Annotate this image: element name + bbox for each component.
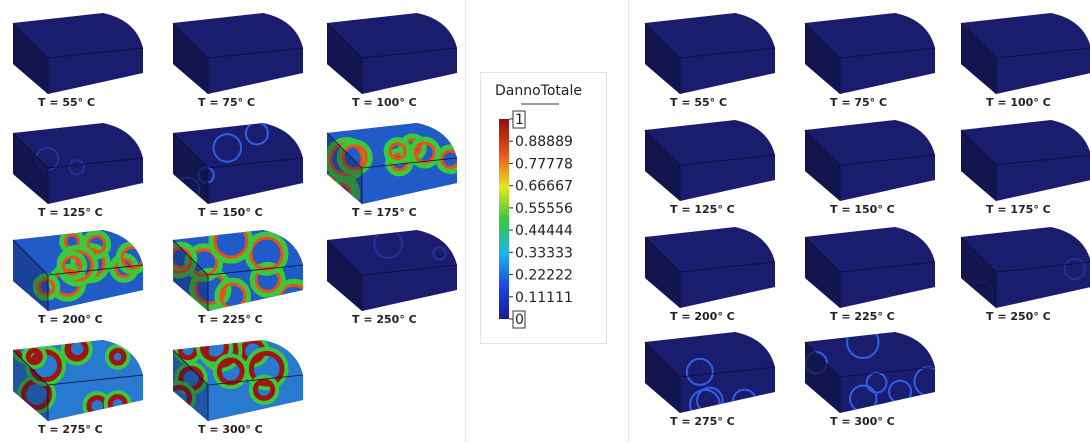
tick-label: 0.77778 bbox=[515, 156, 573, 172]
thumbnail: T = 225° C bbox=[168, 225, 308, 330]
label: T = 175° C bbox=[352, 206, 417, 219]
rendering bbox=[800, 222, 940, 310]
rendering bbox=[800, 8, 940, 96]
thumbnail: T = 100° C bbox=[956, 8, 1090, 113]
thumbnail: T = 175° C bbox=[322, 118, 462, 223]
rendering bbox=[8, 118, 148, 206]
label: T = 150° C bbox=[198, 206, 263, 219]
tick-label: 0.44444 bbox=[515, 223, 573, 239]
label: T = 225° C bbox=[830, 310, 895, 323]
rendering bbox=[800, 115, 940, 203]
thumbnail: T = 125° C bbox=[640, 115, 780, 220]
label: T = 300° C bbox=[198, 423, 263, 436]
rendering bbox=[956, 8, 1090, 96]
page: T = 55° C T = 75° C T = 100° C T = 125° … bbox=[0, 0, 1090, 442]
label: T = 125° C bbox=[38, 206, 103, 219]
label: T = 275° C bbox=[670, 415, 735, 428]
divider bbox=[465, 0, 466, 442]
label: T = 250° C bbox=[986, 310, 1051, 323]
label: T = 225° C bbox=[198, 313, 263, 326]
thumbnail: T = 125° C bbox=[8, 118, 148, 223]
thumbnail: T = 250° C bbox=[956, 222, 1090, 327]
label: T = 125° C bbox=[670, 203, 735, 216]
thumbnail: T = 250° C bbox=[322, 225, 462, 330]
thumbnail: T = 175° C bbox=[956, 115, 1090, 220]
label: T = 200° C bbox=[38, 313, 103, 326]
divider bbox=[628, 0, 629, 442]
rendering bbox=[168, 118, 308, 206]
thumbnail: T = 150° C bbox=[168, 118, 308, 223]
rendering bbox=[322, 225, 462, 313]
thumbnail: T = 100° C bbox=[322, 8, 462, 113]
rendering bbox=[8, 225, 148, 313]
thumbnail: T = 275° C bbox=[8, 335, 148, 440]
label: T = 55° C bbox=[670, 96, 727, 109]
rendering bbox=[640, 327, 780, 415]
colorbar-panel: DannoTotale 00.111110.222220.333330.4444… bbox=[480, 72, 607, 344]
rendering bbox=[640, 222, 780, 310]
rendering bbox=[800, 327, 940, 415]
rendering bbox=[168, 335, 308, 423]
thumbnail: T = 150° C bbox=[800, 115, 940, 220]
thumbnail: T = 300° C bbox=[800, 327, 940, 432]
rendering bbox=[640, 115, 780, 203]
label: T = 300° C bbox=[830, 415, 895, 428]
rendering bbox=[168, 225, 308, 313]
rendering bbox=[322, 118, 462, 206]
label: T = 75° C bbox=[198, 96, 255, 109]
tick-label: 0.88889 bbox=[515, 134, 573, 150]
label: T = 55° C bbox=[38, 96, 95, 109]
tick-label: 0.55556 bbox=[515, 201, 573, 217]
label: T = 150° C bbox=[830, 203, 895, 216]
thumbnail: T = 200° C bbox=[640, 222, 780, 327]
tick-label: 1 bbox=[515, 112, 524, 128]
tick-label: 0.11111 bbox=[515, 290, 573, 306]
rendering bbox=[640, 8, 780, 96]
label: T = 75° C bbox=[830, 96, 887, 109]
thumbnail: T = 55° C bbox=[640, 8, 780, 113]
label: T = 100° C bbox=[986, 96, 1051, 109]
rendering bbox=[8, 8, 148, 96]
thumbnail: T = 225° C bbox=[800, 222, 940, 327]
thumbnail: T = 275° C bbox=[640, 327, 780, 432]
thumbnail: T = 75° C bbox=[168, 8, 308, 113]
thumbnail: T = 300° C bbox=[168, 335, 308, 440]
label: T = 275° C bbox=[38, 423, 103, 436]
rendering bbox=[168, 8, 308, 96]
tick-label: 0 bbox=[515, 312, 524, 328]
colorbar-ramp bbox=[499, 119, 509, 319]
rendering bbox=[8, 335, 148, 423]
thumbnail: T = 55° C bbox=[8, 8, 148, 113]
thumbnail: T = 200° C bbox=[8, 225, 148, 330]
label: T = 200° C bbox=[670, 310, 735, 323]
label: T = 175° C bbox=[986, 203, 1051, 216]
rendering bbox=[322, 8, 462, 96]
thumbnail: T = 75° C bbox=[800, 8, 940, 113]
tick-label: 0.66667 bbox=[515, 179, 573, 195]
colorbar: 0 0.11111 0.22222 0.33333 0.44444 0.55556 0.66… bbox=[481, 73, 606, 343]
label: T = 250° C bbox=[352, 313, 417, 326]
label: T = 100° C bbox=[352, 96, 417, 109]
rendering bbox=[956, 115, 1090, 203]
tick-label: 0.33333 bbox=[515, 245, 573, 261]
tick-label: 0.22222 bbox=[515, 268, 573, 284]
rendering bbox=[956, 222, 1090, 310]
